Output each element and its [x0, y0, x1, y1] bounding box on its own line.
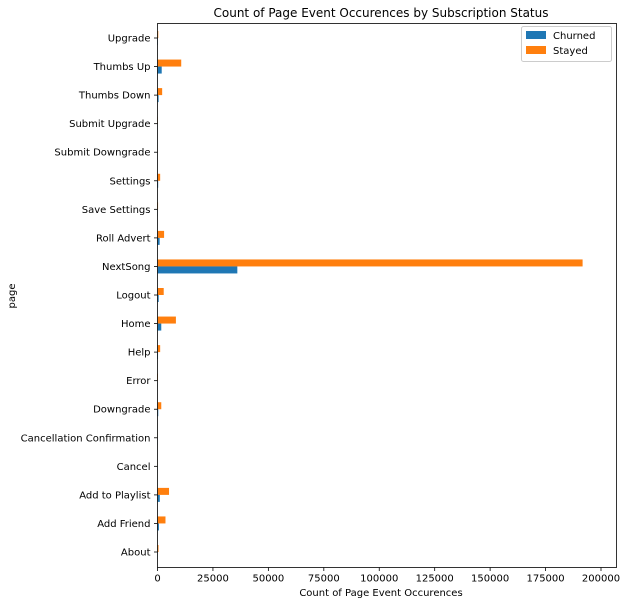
y-tick-label: Upgrade	[108, 34, 151, 45]
y-tick-label: Thumbs Down	[78, 91, 151, 102]
bar-stayed-add-to-playlist	[157, 487, 170, 495]
y-tick-label: Add Friend	[97, 519, 150, 530]
x-tick-label: 25000	[197, 574, 229, 585]
x-tick-label: 50000	[252, 574, 284, 585]
x-axis-ticks: 0 25000 50000 75000 100000 125000 150000 175000…	[154, 567, 620, 585]
x-tick-label: 75000	[308, 574, 340, 585]
bar-churned-thumbs-down	[157, 95, 159, 103]
y-axis-ticks: Upgrade Thumbs Up Thumbs Down Submit Upgrad…	[21, 34, 158, 559]
x-tick-label: 125000	[416, 574, 454, 585]
legend: Churned Stayed	[521, 26, 612, 62]
y-axis-label: page	[7, 284, 18, 309]
y-tick-label: Roll Advert	[96, 233, 151, 244]
bar-churned-thumbs-up	[157, 66, 162, 74]
x-axis-label: Count of Page Event Occurences	[299, 588, 462, 599]
y-tick-label: Thumbs Up	[93, 62, 151, 73]
y-tick-label: Cancel	[117, 462, 151, 473]
bar-stayed-thumbs-up	[157, 59, 182, 67]
bar-stayed-help	[157, 345, 161, 353]
x-tick-label: 0	[154, 574, 160, 585]
y-tick-label: Add to Playlist	[79, 490, 150, 501]
bar-stayed-home	[157, 316, 176, 324]
legend-swatch-churned	[526, 31, 546, 39]
bar-churned-nextsong	[157, 266, 238, 274]
chart-title: Count of Page Event Occurences by Subscr…	[214, 6, 549, 20]
bar-churned-home	[157, 323, 162, 331]
bar-churned-logout	[157, 295, 159, 302]
y-tick-label: Settings	[109, 176, 150, 187]
bar-stayed-roll-advert	[157, 230, 165, 238]
x-tick-label: 100000	[360, 574, 398, 585]
y-tick-label: Save Settings	[82, 205, 151, 216]
bars-group	[157, 31, 583, 559]
bar-stayed-nextsong	[157, 259, 583, 267]
y-tick-label: Submit Downgrade	[54, 148, 150, 159]
x-tick-label: 200000	[582, 574, 620, 585]
bar-stayed-thumbs-down	[157, 88, 163, 96]
legend-swatch-stayed	[526, 46, 546, 54]
legend-label-churned: Churned	[553, 31, 595, 42]
legend-label-stayed: Stayed	[553, 46, 588, 57]
y-tick-label: Help	[128, 348, 151, 359]
y-tick-label: Downgrade	[93, 405, 150, 416]
y-tick-label: Error	[126, 376, 151, 387]
y-tick-label: Logout	[116, 291, 150, 302]
bar-stayed-downgrade	[157, 402, 162, 410]
bar-stayed-logout	[157, 288, 164, 295]
bar-churned-add-friend	[157, 523, 159, 531]
bar-stayed-about	[157, 545, 159, 552]
x-tick-label: 175000	[526, 574, 564, 585]
bar-churned-roll-advert	[157, 237, 160, 245]
y-tick-label: About	[121, 548, 151, 559]
bar-churned-add-to-playlist	[157, 494, 160, 502]
y-tick-label: Submit Upgrade	[69, 119, 150, 130]
y-tick-label: NextSong	[102, 262, 150, 273]
y-tick-label: Cancellation Confirmation	[21, 433, 151, 444]
x-tick-label: 150000	[471, 574, 509, 585]
y-tick-label: Home	[121, 319, 151, 330]
plot-frame	[157, 23, 617, 568]
bar-stayed-settings	[157, 173, 161, 181]
bar-stayed-add-friend	[157, 516, 166, 524]
